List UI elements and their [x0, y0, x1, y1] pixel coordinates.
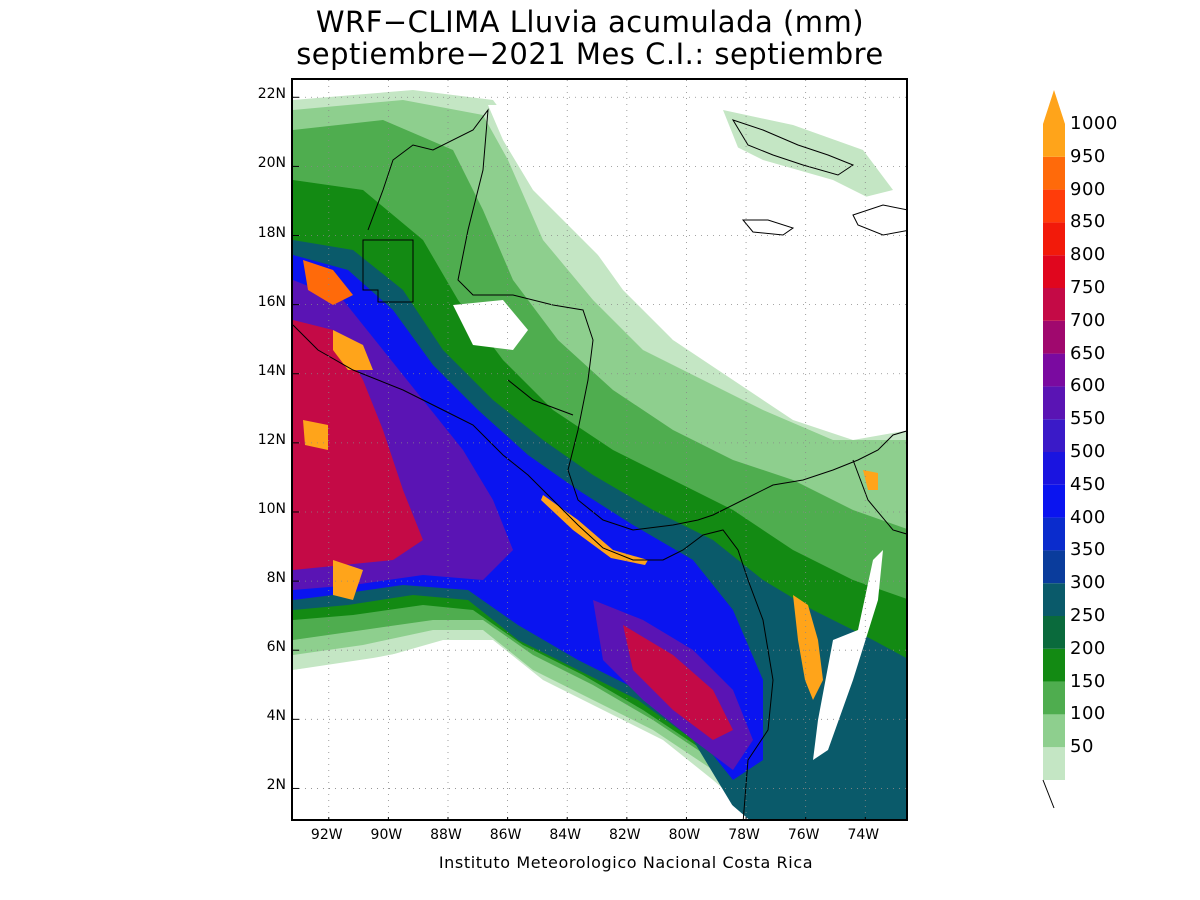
colorbar-block — [1043, 320, 1065, 354]
graticule — [293, 80, 906, 819]
lon-label: 74W — [847, 827, 880, 843]
colorbar-block — [1043, 517, 1065, 551]
lat-label: 14N — [257, 362, 286, 379]
lat-label: 8N — [266, 570, 286, 587]
credit-text: Instituto Meteorologico Nacional Costa R… — [438, 853, 814, 872]
colorbar-label: 600 — [1070, 375, 1106, 397]
colorbar-label: 500 — [1070, 441, 1106, 462]
lat-label: 16N — [257, 293, 286, 310]
colorbar-block — [1043, 681, 1065, 715]
colorbar-block — [1043, 484, 1065, 518]
lat-label: 22N — [257, 86, 286, 103]
colorbar-block — [1043, 288, 1065, 321]
colorbar-label: 750 — [1070, 277, 1106, 298]
lon-label: 88W — [430, 827, 462, 843]
colorbar-label: 150 — [1070, 670, 1106, 692]
coastline-cuba — [731, 119, 855, 176]
chart-subtitle: septiembre−2021 Mes C.I.: septiembre — [296, 37, 884, 71]
colorbar-min-tail — [1042, 779, 1055, 809]
map-canvas — [293, 80, 906, 819]
coastlines — [293, 108, 906, 819]
colorbar-block — [1043, 156, 1065, 190]
colorbar-block — [1043, 222, 1065, 256]
colorbar-label: 900 — [1070, 178, 1106, 200]
colorbar-label: 950 — [1070, 145, 1106, 167]
colorbar-block — [1043, 255, 1065, 288]
rain-zone-1000-b — [303, 420, 328, 450]
rain-zone-50-caribbean — [723, 110, 893, 200]
colorbar-block — [1043, 124, 1065, 157]
clear-caribbean — [488, 105, 906, 440]
colorbar-max-triangle — [1043, 90, 1065, 124]
colorbar-block — [1043, 386, 1065, 420]
colorbar-block — [1043, 353, 1065, 387]
colorbar-label: 850 — [1070, 211, 1106, 233]
precipitation-field — [293, 90, 906, 819]
lon-label: 92W — [310, 827, 343, 843]
colorbar-label: 200 — [1070, 637, 1106, 659]
chart-title: WRF−CLIMA Lluvia acumulada (mm) — [315, 5, 865, 39]
colorbar-blocks — [1043, 124, 1065, 780]
lon-label: 82W — [608, 827, 641, 843]
rain-zone-1000-colombia — [793, 595, 823, 700]
colorbar — [1042, 90, 1065, 809]
lon-label: 90W — [370, 827, 403, 843]
colorbar-label: 450 — [1070, 473, 1106, 495]
lon-label: 76W — [787, 827, 820, 843]
colorbar-block — [1043, 648, 1065, 682]
colorbar-label: 650 — [1070, 342, 1106, 364]
clear-gulf-honduras — [453, 300, 528, 350]
colorbar-label: 100 — [1070, 703, 1106, 725]
coastline-caribbean — [367, 108, 906, 531]
lon-label: 84W — [549, 827, 582, 843]
rain-zone-750 — [293, 320, 423, 570]
lon-label: 78W — [728, 827, 760, 843]
colorbar-label: 700 — [1070, 309, 1106, 331]
lat-label: 12N — [257, 431, 286, 448]
rainfall-map — [291, 78, 908, 821]
rain-zone-1000-c — [333, 560, 363, 600]
colorbar-label: 250 — [1070, 605, 1106, 626]
border-colombia-venezuela — [852, 459, 906, 535]
colorbar-label: 800 — [1070, 244, 1106, 266]
border-mexico-guatemala — [362, 239, 414, 303]
lat-label: 18N — [257, 224, 286, 241]
colorbar-label: 350 — [1070, 539, 1106, 561]
colorbar-block — [1043, 583, 1065, 616]
colorbar-block — [1043, 419, 1065, 452]
rain-zone-1000-pacific-coast — [541, 495, 648, 565]
lat-label: 6N — [266, 639, 286, 656]
colorbar-block — [1043, 550, 1065, 584]
colorbar-label: 1000 — [1070, 113, 1118, 134]
coastline-central-america — [293, 324, 774, 819]
colorbar-block — [1043, 714, 1065, 748]
rain-zone-1000-colombia-east — [863, 470, 878, 490]
colorbar-block — [1043, 452, 1065, 485]
clear-pacific — [293, 645, 749, 819]
colorbar-label: 50 — [1070, 736, 1094, 758]
lat-label: 2N — [266, 777, 286, 794]
coastline-jamaica — [741, 219, 795, 236]
lat-label: 10N — [257, 500, 286, 517]
colorbar-label: 550 — [1070, 408, 1106, 430]
lon-label: 86W — [489, 827, 522, 843]
rain-zone-1000 — [333, 330, 373, 370]
rain-zone-750-south — [623, 625, 733, 740]
lat-label: 4N — [266, 708, 286, 725]
border-honduras-nicaragua — [507, 379, 574, 416]
colorbar-label: 300 — [1070, 572, 1106, 594]
lon-label: 80W — [668, 827, 701, 843]
colorbar-label: 400 — [1070, 506, 1106, 528]
rain-zone-950 — [303, 260, 353, 305]
lat-label: 20N — [257, 155, 286, 172]
colorbar-block — [1043, 189, 1065, 223]
colorbar-block — [1043, 747, 1065, 780]
coastline-hispaniola — [852, 204, 906, 236]
colorbar-block — [1043, 616, 1065, 649]
